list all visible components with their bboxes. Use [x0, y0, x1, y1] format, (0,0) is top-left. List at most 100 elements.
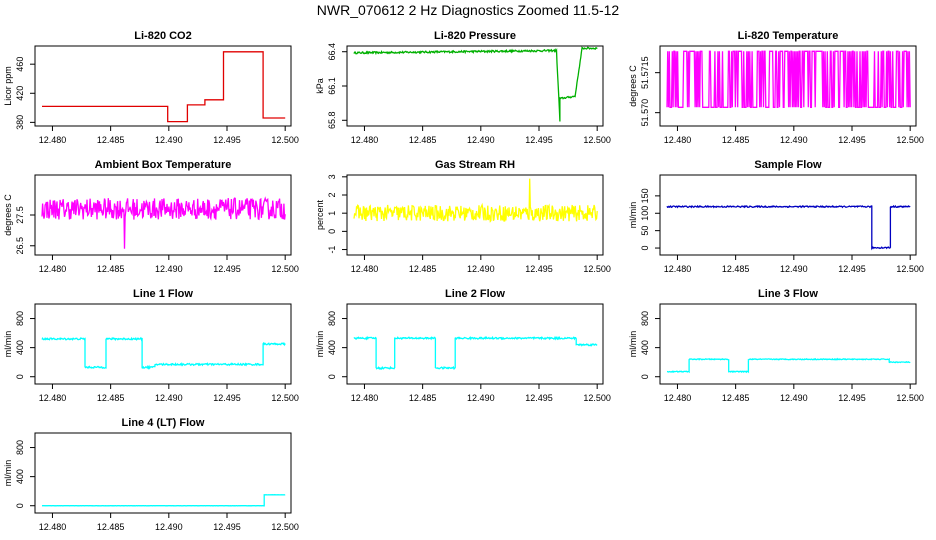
x-tick-label: 12.480 [39, 522, 67, 532]
x-tick-label: 12.500 [896, 393, 924, 403]
x-tick-label: 12.480 [39, 264, 67, 274]
x-tick-label: 12.490 [155, 393, 183, 403]
x-tick-label: 12.500 [271, 135, 299, 145]
y-tick-label: 51.5715 [640, 56, 650, 89]
series-line [41, 196, 286, 249]
y-tick-label: 800 [15, 440, 25, 455]
y-tick-label: 420 [15, 86, 25, 101]
chart-panel: Line 1 Flow ml/min 0 400 800 12.480 12.485 12.4… [3, 288, 299, 403]
x-tick-label: 12.480 [664, 135, 692, 145]
y-tick-label: 800 [15, 311, 25, 326]
y-tick-label: 2 [327, 192, 337, 197]
y-axis-label: kPa [315, 78, 325, 94]
plot-frame [346, 45, 604, 127]
x-tick-label: 12.490 [467, 264, 495, 274]
y-tick-label: 51.570 [640, 99, 650, 127]
y-tick-label: 460 [15, 57, 25, 72]
plot-frame [34, 45, 292, 127]
y-tick-label: 66.1 [327, 77, 337, 95]
plot-frame [659, 303, 917, 385]
panel-title: Li-820 Pressure [434, 30, 516, 42]
panel-title: Line 4 (LT) Flow [122, 417, 205, 429]
chart-panel: Li-820 Temperature degrees C51.570 51.5715… [628, 30, 924, 145]
y-tick-label: 0 [327, 374, 337, 379]
panel-title: Line 1 Flow [133, 288, 193, 300]
x-tick-label: 12.490 [467, 393, 495, 403]
series-line [666, 50, 911, 108]
panel-title: Sample Flow [754, 159, 822, 171]
x-tick-label: 12.485 [97, 135, 125, 145]
x-tick-label: 12.500 [896, 264, 924, 274]
plot-frame [346, 303, 604, 385]
x-tick-label: 12.500 [271, 264, 299, 274]
series-line [353, 46, 598, 122]
x-tick-label: 12.500 [896, 135, 924, 145]
y-tick-label: 400 [15, 340, 25, 355]
y-tick-label: 800 [640, 311, 650, 326]
x-tick-label: 12.495 [525, 264, 553, 274]
series-line [353, 335, 598, 370]
series-line [42, 51, 286, 123]
y-tick-label: 1 [327, 211, 337, 216]
y-axis-label: ml/min [3, 460, 13, 487]
panel-title: Gas Stream RH [435, 159, 515, 171]
y-axis-label: degrees C [3, 194, 13, 236]
y-axis-label: ml/min [3, 331, 13, 358]
y-axis-label: percent [315, 199, 325, 230]
x-tick-label: 12.480 [664, 393, 692, 403]
y-tick-label: 400 [15, 469, 25, 484]
x-tick-label: 12.480 [351, 135, 379, 145]
x-tick-label: 12.495 [525, 393, 553, 403]
x-tick-label: 12.490 [155, 135, 183, 145]
y-tick-label: 50 [640, 226, 650, 236]
x-tick-label: 12.490 [155, 522, 183, 532]
panel-title: Line 2 Flow [445, 288, 505, 300]
x-tick-label: 12.490 [467, 135, 495, 145]
plot-frame [659, 174, 917, 256]
y-tick-label: 0 [327, 229, 337, 234]
x-tick-label: 12.485 [409, 264, 437, 274]
x-tick-label: 12.495 [213, 264, 241, 274]
plot-frame [34, 174, 292, 256]
panel-title: Li-820 CO2 [134, 30, 191, 42]
y-tick-label: 0 [15, 374, 25, 379]
y-tick-label: 27.5 [15, 206, 25, 224]
x-tick-label: 12.495 [838, 393, 866, 403]
x-tick-label: 12.485 [722, 393, 750, 403]
series-line [666, 204, 911, 251]
y-tick-label: 66.4 [327, 43, 337, 61]
chart-panel: Li-820 Pressure kPa 65.8 66.1 66.4 12.480 12.4… [315, 30, 611, 145]
chart-panel: Line 2 Flow ml/min 0 400 800 12.480 12.485 12.4… [315, 288, 611, 403]
x-tick-label: 12.485 [722, 135, 750, 145]
y-tick-label: 0 [640, 374, 650, 379]
x-tick-label: 12.480 [351, 264, 379, 274]
panel-title: Ambient Box Temperature [95, 159, 232, 171]
y-axis-label: ml/min [315, 331, 325, 358]
panel-title: Line 3 Flow [758, 288, 818, 300]
chart-panel: Gas Stream RH percent -1 0 1 2 3 12.480 12.485 12… [315, 159, 611, 274]
x-tick-label: 12.485 [97, 393, 125, 403]
x-tick-label: 12.480 [664, 264, 692, 274]
y-axis-label: Licor ppm [3, 66, 13, 106]
y-axis-label: degrees C [628, 65, 638, 107]
x-tick-label: 12.490 [155, 264, 183, 274]
y-tick-label: 0 [640, 246, 650, 251]
plot-frame [346, 174, 604, 256]
x-tick-label: 12.480 [39, 393, 67, 403]
plot-frame [659, 45, 917, 127]
x-tick-label: 12.485 [409, 393, 437, 403]
x-tick-label: 12.500 [271, 393, 299, 403]
x-tick-label: 12.500 [583, 264, 611, 274]
plot-frame [34, 303, 292, 385]
x-tick-label: 12.485 [409, 135, 437, 145]
x-tick-label: 12.495 [838, 135, 866, 145]
x-tick-label: 12.500 [583, 393, 611, 403]
x-tick-label: 12.495 [213, 522, 241, 532]
x-tick-label: 12.490 [780, 135, 808, 145]
y-tick-label: 400 [640, 340, 650, 355]
y-axis-label: ml/min [628, 331, 638, 358]
series-line [41, 494, 286, 507]
page-title: NWR_070612 2 Hz Diagnostics Zoomed 11.5-… [316, 2, 620, 18]
